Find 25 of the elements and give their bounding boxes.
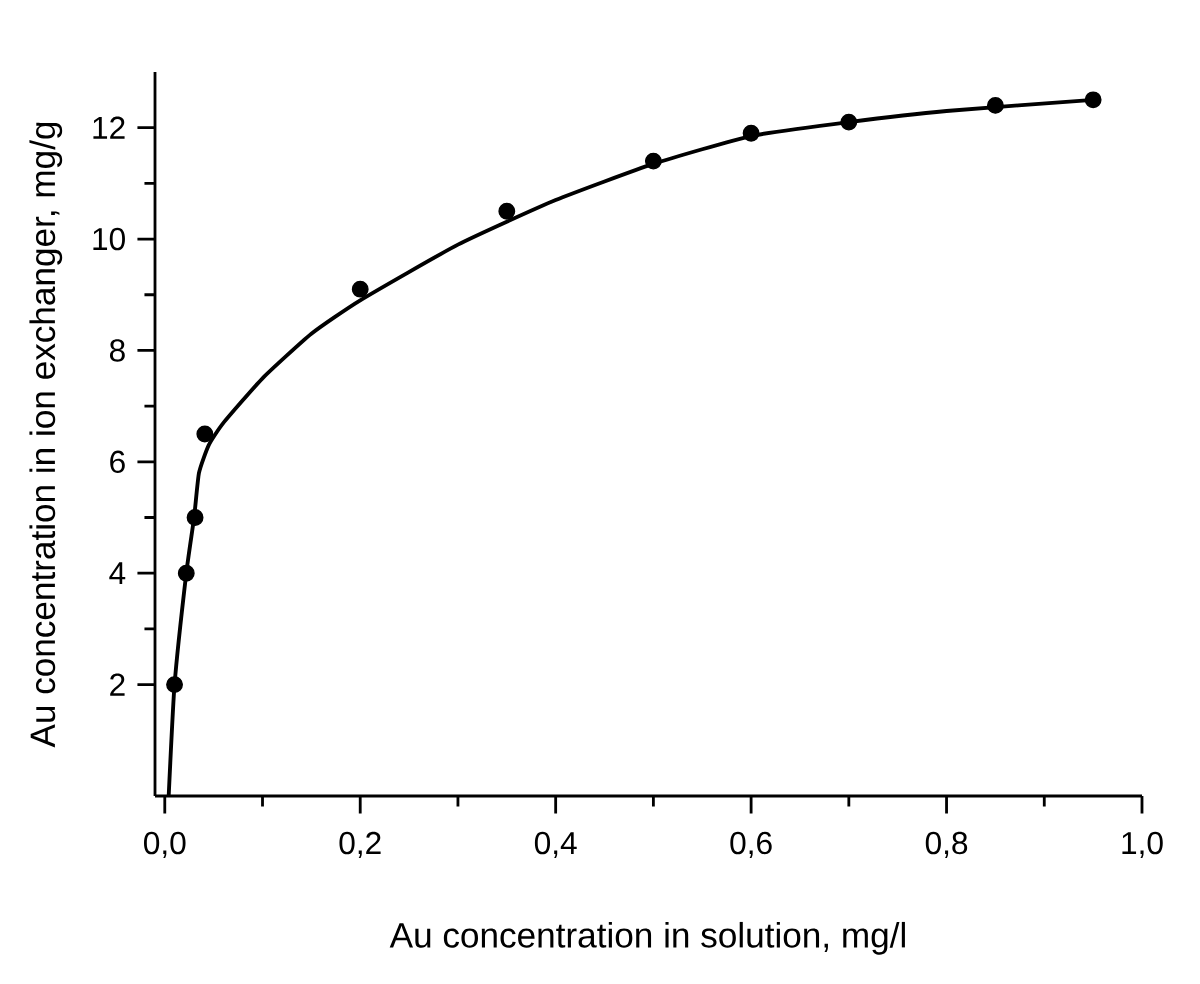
x-tick-label: 0,2 <box>339 831 381 858</box>
point <box>742 124 760 142</box>
point <box>186 509 204 526</box>
x-tick-label: 0,4 <box>534 831 577 858</box>
x-tick-label: 0,0 <box>144 831 186 858</box>
x-tick-label: 0,6 <box>730 831 772 858</box>
y-axis-title: Au concentration in ion exchanger, mg/g <box>29 122 63 748</box>
y-tick-label: 4 <box>109 562 126 585</box>
y-tick-label: 8 <box>109 339 125 362</box>
y-tick-label: 2 <box>110 673 125 696</box>
point <box>1084 91 1102 109</box>
y-tick-label: 10 <box>93 227 125 251</box>
point <box>840 113 858 131</box>
point <box>177 564 195 582</box>
x-axis-title: Au concentration in solution, mg/l <box>389 921 905 955</box>
x-tick-label: 0,8 <box>925 831 968 858</box>
point <box>498 202 516 220</box>
point <box>166 676 183 694</box>
point <box>644 152 662 170</box>
y-tick-label: 12 <box>93 116 125 139</box>
x-tick-label: 1,0 <box>1122 831 1163 858</box>
point <box>351 280 369 298</box>
point <box>196 425 214 443</box>
y-tick-label: 6 <box>110 450 125 474</box>
point <box>986 96 1004 114</box>
